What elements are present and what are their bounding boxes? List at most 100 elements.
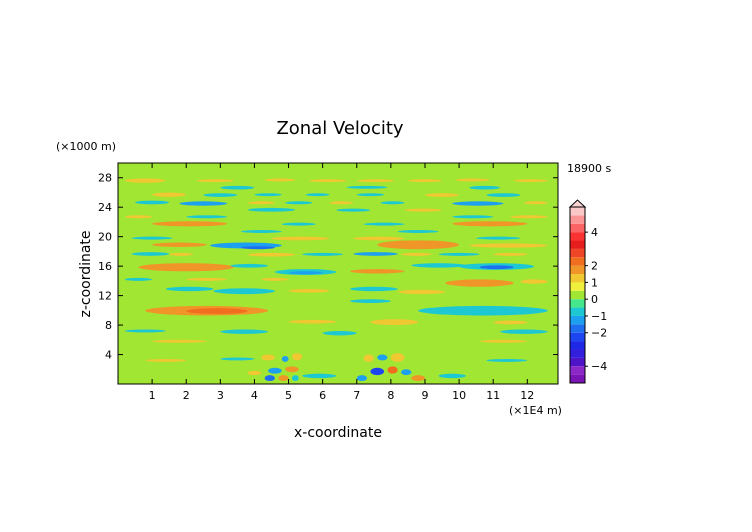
heatmap-cell-56 [138, 263, 234, 272]
colorbar-swatch-5 [570, 332, 585, 342]
heatmap-cell-27 [336, 208, 371, 212]
x-tick-label-9: 10 [452, 389, 466, 402]
chart-title: Zonal Velocity [276, 118, 403, 139]
heatmap-cell-32 [510, 215, 548, 219]
heatmap-cell-57 [230, 263, 269, 268]
heatmap-cell-52 [353, 252, 398, 256]
heatmap-cell-86 [152, 339, 207, 343]
y-tick-label-1: 8 [105, 319, 112, 332]
colorbar-swatch-2 [570, 357, 585, 367]
heatmap-cell-9 [346, 185, 388, 189]
y-axis-ticks: 4 8 12 16 20 24 28 [98, 172, 558, 362]
colorbar-swatch-17 [570, 232, 585, 241]
heatmap-cell-48 [131, 252, 170, 256]
heatmap-cell-95 [285, 366, 299, 373]
heatmap-cell-87 [479, 339, 528, 343]
colorbar-tick-label-4: −1 [591, 310, 607, 323]
heatmap-cell-35 [363, 222, 405, 226]
colorbar-tick-label-5: −2 [591, 327, 607, 340]
y-tick-label-5: 24 [98, 201, 112, 214]
heatmap-cell-38 [397, 230, 439, 233]
heatmap-cell-7 [513, 179, 548, 183]
x-tick-label-4: 5 [285, 389, 292, 402]
heatmap-cell-100 [302, 373, 337, 379]
colorbar-swatch-3 [570, 349, 585, 358]
heatmap-cell-102 [377, 354, 388, 361]
colorbar-swatch-13 [570, 265, 585, 275]
heatmap-cell-33 [152, 221, 228, 227]
heatmap-cell-23 [380, 201, 405, 205]
colorbar-swatch-16 [570, 240, 585, 249]
x-tick-label-6: 7 [353, 389, 360, 402]
heatmap-cell-51 [302, 252, 344, 256]
y-axis-unit-label: (×1000 m) [56, 140, 116, 153]
colorbar-swatch-19 [570, 215, 585, 224]
colorbar-tick-label-0: 4 [591, 226, 598, 239]
heatmap-cell-93 [291, 353, 303, 361]
heatmap-cell-83 [220, 329, 269, 334]
heatmap-cell-97 [278, 375, 289, 382]
colorbar-swatch-18 [570, 223, 585, 233]
heatmap-cell-109 [438, 373, 466, 379]
heatmap-cell-64 [124, 277, 153, 281]
heatmap-cell-99 [247, 370, 262, 376]
x-tick-label-0: 1 [149, 389, 156, 402]
heatmap-cell-108 [411, 375, 425, 382]
colorbar-tick-label-1: 2 [591, 260, 598, 273]
heatmap-cell-42 [476, 236, 521, 240]
x-axis-unit-label: (×1E4 m) [509, 404, 562, 417]
heatmap-cell-74 [349, 299, 391, 303]
heatmap-cell-8 [220, 185, 255, 190]
y-tick-label-3: 16 [98, 260, 112, 273]
heatmap-cell-17 [486, 193, 521, 197]
heatmap-cell-70 [213, 288, 275, 295]
heatmap-cell-54 [438, 252, 480, 256]
heatmap-cell-13 [254, 193, 282, 197]
x-tick-label-8: 9 [421, 389, 428, 402]
heatmap-cell-0 [124, 178, 166, 183]
heatmap-cell-14 [305, 193, 330, 197]
x-axis-title: x-coordinate [294, 425, 382, 441]
x-tick-label-3: 4 [251, 389, 258, 402]
heatmap-cell-72 [349, 286, 398, 292]
colorbar-swatch-4 [570, 341, 585, 350]
colorbar-swatch-20 [570, 207, 585, 216]
colorbar-swatch-12 [570, 274, 585, 283]
heatmap-cell-53 [401, 252, 432, 256]
heatmap-cell-96 [264, 375, 275, 382]
y-tick-label-0: 4 [105, 349, 112, 362]
x-tick-label-7: 8 [387, 389, 394, 402]
heatmap-cell-39 [131, 236, 173, 240]
heatmap-cell-18 [135, 200, 170, 205]
heatmap-cell-25 [523, 201, 548, 205]
heatmap-cell-78 [445, 308, 514, 314]
heatmap-cell-29 [124, 215, 153, 219]
heatmap-cell-31 [452, 215, 494, 219]
heatmap-cell-55 [493, 252, 528, 256]
heatmap-cell-90 [486, 358, 528, 362]
heatmap-cell-105 [387, 366, 398, 374]
heatmap-cell-73 [397, 289, 446, 295]
heatmap-cell-91 [261, 354, 275, 361]
x-tick-label-5: 6 [319, 389, 326, 402]
heatmap-cell-61 [411, 263, 466, 268]
colorbar-swatch-10 [570, 290, 585, 300]
heatmap-cell-46 [377, 240, 460, 250]
colorbar-tick-label-6: −4 [591, 360, 607, 373]
heatmap-cell-43 [152, 242, 207, 247]
x-axis-ticks: 1 2 3 4 5 6 7 8 9 10 11 12 [149, 163, 534, 402]
time-label: 18900 s [567, 162, 611, 175]
heatmap-field [118, 163, 558, 384]
x-tick-label-2: 3 [217, 389, 224, 402]
colorbar-swatch-0 [570, 374, 585, 383]
heatmap-cell-80 [370, 319, 419, 326]
colorbar-swatch-7 [570, 315, 585, 325]
heatmap-cell-81 [493, 320, 528, 325]
colorbar-swatch-14 [570, 257, 585, 266]
heatmap-cell-82 [124, 329, 166, 333]
heatmap-cell-2 [264, 178, 296, 182]
colorbar-swatch-8 [570, 307, 585, 316]
heatmap-cell-1 [196, 179, 234, 183]
heatmap-cell-103 [390, 353, 405, 362]
